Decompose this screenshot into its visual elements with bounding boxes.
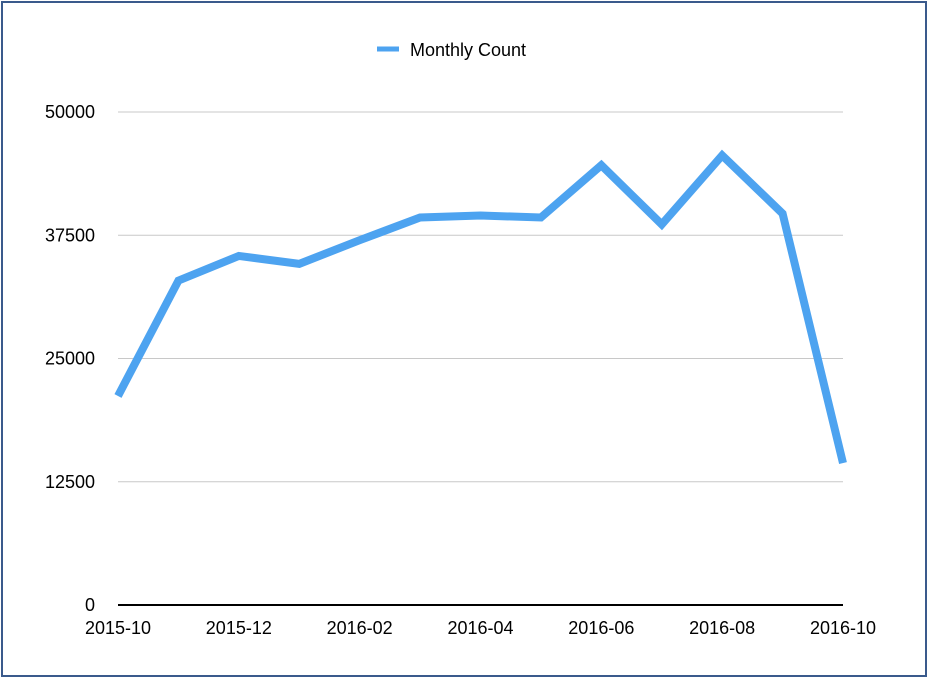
- x-tick-label: 2016-08: [689, 618, 755, 638]
- legend-label-monthly-count: Monthly Count: [410, 40, 526, 60]
- x-tick-label: 2015-12: [206, 618, 272, 638]
- series-line-monthly-count: [114, 149, 847, 464]
- y-tick-label: 50000: [45, 102, 95, 122]
- grid-lines: [118, 111, 843, 483]
- x-tick-label: 2015-10: [85, 618, 151, 638]
- y-axis-ticks: 0 12500 25000 37500 50000: [45, 102, 95, 615]
- y-tick-label: 0: [85, 595, 95, 615]
- x-tick-label: 2016-02: [327, 618, 393, 638]
- x-tick-label: 2016-06: [568, 618, 634, 638]
- x-tick-label: 2016-10: [810, 618, 876, 638]
- y-tick-label: 37500: [45, 225, 95, 245]
- y-tick-label: 25000: [45, 349, 95, 369]
- y-tick-label: 12500: [45, 472, 95, 492]
- legend: Monthly Count: [377, 40, 526, 60]
- x-tick-label: 2016-04: [447, 618, 513, 638]
- series-layer: [114, 149, 847, 464]
- x-axis-ticks: 2015-10 2015-12 2016-02 2016-04 2016-06 2016-…: [85, 618, 876, 638]
